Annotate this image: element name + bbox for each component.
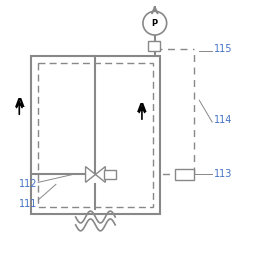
Circle shape	[143, 11, 167, 35]
Text: 112: 112	[19, 179, 38, 189]
Polygon shape	[86, 167, 95, 182]
Text: A: A	[137, 102, 147, 115]
Polygon shape	[95, 167, 105, 182]
Bar	[31, 56, 160, 214]
Text: 115: 115	[214, 44, 233, 54]
Text: 114: 114	[214, 115, 233, 125]
Bar	[148, 41, 160, 51]
Text: A: A	[14, 97, 24, 110]
Bar	[38, 63, 153, 207]
Text: 111: 111	[19, 199, 38, 209]
Text: 113: 113	[214, 169, 233, 180]
Bar	[175, 169, 194, 180]
Bar	[104, 169, 116, 179]
Text: P: P	[152, 19, 158, 28]
